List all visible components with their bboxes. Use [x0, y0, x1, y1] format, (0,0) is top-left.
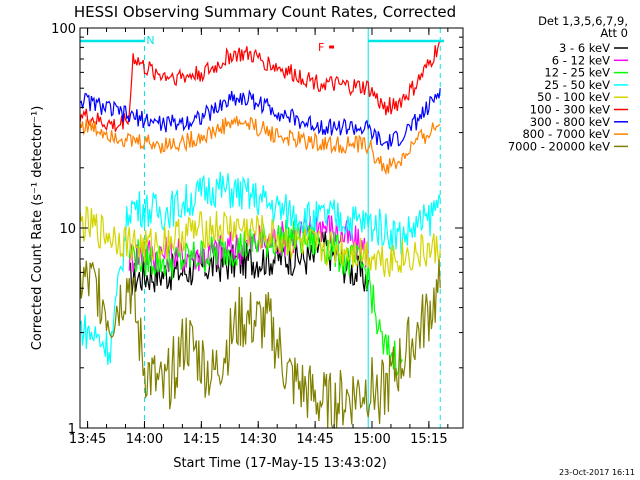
legend-label-2: 12 - 25 keV — [544, 66, 610, 80]
legend-label-1: 6 - 12 keV — [552, 53, 610, 67]
plot-area: NF — [79, 28, 445, 429]
x-tick-label-6: 15:15 — [410, 432, 447, 447]
x-tick-label-5: 15:00 — [353, 432, 390, 447]
series-line-6 — [79, 88, 441, 150]
x-tick-label-2: 14:15 — [183, 432, 220, 447]
series-line-4 — [79, 206, 441, 278]
y-tick-label-2: 100 — [51, 22, 76, 37]
date-stamp: 23-Oct-2017 16:11 — [559, 468, 635, 477]
y-axis-label: Corrected Count Rate (s⁻¹ detector⁻¹) — [30, 106, 45, 351]
x-tick-label-1: 14:00 — [126, 432, 163, 447]
legend-label-6: 300 - 800 keV — [530, 115, 610, 129]
series-line-7 — [79, 115, 441, 176]
y-tick-label-0: 1 — [68, 422, 76, 437]
legend-label-7: 800 - 7000 keV — [522, 127, 610, 141]
series-line-3 — [79, 171, 441, 365]
legend-header-line-1: Det 1,3,5,6,7,9, — [538, 14, 628, 28]
legend-label-4: 50 - 100 keV — [537, 90, 610, 104]
legend-header-line-2: Att 0 — [600, 26, 628, 40]
x-axis: 13:45 14:00 14:15 14:30 14:45 15:00 15:15 — [69, 28, 449, 447]
legend-label-0: 3 - 6 keV — [559, 41, 610, 55]
y-tick-label-1: 10 — [59, 222, 76, 237]
x-tick-label-3: 14:30 — [239, 432, 276, 447]
legend-label-3: 25 - 50 keV — [544, 78, 610, 92]
legend-label-5: 100 - 300 keV — [530, 103, 610, 117]
series-line-5 — [79, 41, 441, 132]
chart-title: HESSI Observing Summary Count Rates, Cor… — [74, 3, 456, 21]
series-line-8 — [79, 259, 441, 429]
legend-label-8: 7000 - 20000 keV — [508, 139, 610, 153]
y-axis: 1 10 100 — [51, 22, 463, 437]
flag-label-0: N — [146, 34, 154, 47]
flag-label-2: F — [318, 41, 324, 54]
x-axis-label: Start Time (17-May-15 13:43:02) — [173, 456, 387, 471]
x-tick-label-4: 14:45 — [296, 432, 333, 447]
x-tick-label-0: 13:45 — [69, 432, 106, 447]
